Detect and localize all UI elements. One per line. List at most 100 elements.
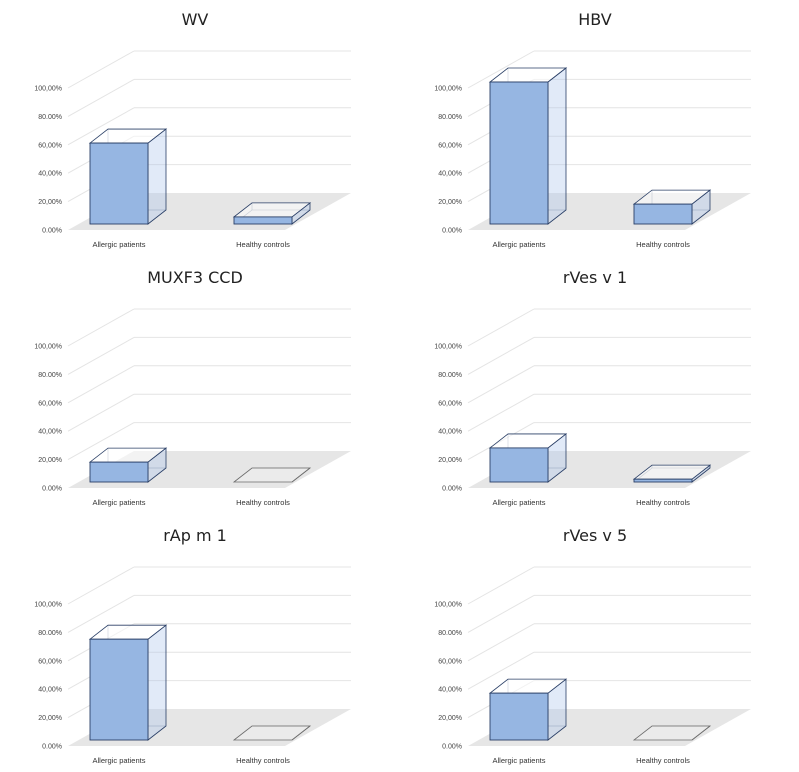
y-tick-label: 40,00% <box>438 429 462 436</box>
gridline-side <box>467 651 535 690</box>
chart-plot: 0.00% 20,00% 40,00% 60,00% 80.00% 100,00% Alle… <box>34 308 351 507</box>
bar-top-face <box>632 725 712 741</box>
gridline-side <box>467 308 535 347</box>
chart-plot: 0.00% 20,00% 40,00% 60,00% 80.00% 100,00% Alle… <box>34 566 351 765</box>
bar <box>632 725 712 741</box>
chart-panel: rAp m 1 0.00% 20,00% 40,00% 60,00% 80.00% 100,… <box>0 516 390 768</box>
x-category-label: Healthy controls <box>636 756 690 765</box>
x-category-label: Healthy controls <box>236 498 290 507</box>
bar <box>232 202 312 225</box>
y-tick-label: 80.00% <box>38 114 62 121</box>
y-tick-label: 40,00% <box>38 687 62 694</box>
gridline-side <box>467 393 535 432</box>
bar <box>232 467 312 483</box>
y-tick-label: 20,00% <box>38 457 62 464</box>
x-category-label: Healthy controls <box>236 756 290 765</box>
y-tick-label: 60,00% <box>438 400 462 407</box>
gridline-side <box>67 336 135 375</box>
y-tick-label: 20,00% <box>438 457 462 464</box>
y-tick-label: 80.00% <box>438 630 462 637</box>
y-tick-label: 80.00% <box>38 372 62 379</box>
y-tick-label: 0.00% <box>42 228 62 235</box>
chart-panel: WV 0.00% 20,00% 40,00% 60,00% 80.00% 100,00% Al… <box>0 0 390 252</box>
y-tick-label: 20,00% <box>38 715 62 722</box>
y-tick-label: 80.00% <box>438 372 462 379</box>
chart-title: rVes v 1 <box>562 268 628 287</box>
chart-plot: 0.00% 20,00% 40,00% 60,00% 80.00% 100,00% Alle… <box>434 50 751 249</box>
y-tick-label: 40,00% <box>38 429 62 436</box>
bar-front-face <box>89 461 149 483</box>
y-tick-label: 0.00% <box>442 744 462 751</box>
y-tick-label: 0.00% <box>442 486 462 493</box>
y-tick-label: 100,00% <box>434 86 462 93</box>
y-tick-label: 100,00% <box>34 602 62 609</box>
y-tick-label: 80.00% <box>38 630 62 637</box>
chart-title: WV <box>181 10 209 29</box>
gridline-side <box>67 365 135 404</box>
bar-side-face <box>147 624 167 741</box>
y-tick-label: 40,00% <box>438 171 462 178</box>
gridline-side <box>467 50 535 89</box>
gridline-side <box>467 336 535 375</box>
x-category-label: Allergic patients <box>493 756 546 765</box>
y-tick-label: 80.00% <box>438 114 462 121</box>
y-tick-label: 100,00% <box>434 602 462 609</box>
gridline-side <box>67 594 135 633</box>
chart-plot: 0.00% 20,00% 40,00% 60,00% 80.00% 100,00% Alle… <box>34 50 351 249</box>
bar <box>488 433 568 483</box>
bar-side-face <box>147 128 167 225</box>
x-category-label: Allergic patients <box>493 498 546 507</box>
bar-front-face <box>633 478 693 483</box>
y-tick-label: 40,00% <box>38 171 62 178</box>
bar <box>88 624 168 741</box>
bar <box>88 447 168 483</box>
y-tick-label: 0.00% <box>42 486 62 493</box>
gridline-side <box>67 107 135 146</box>
y-tick-label: 60,00% <box>38 658 62 665</box>
chart-panel: rVes v 5 0.00% 20,00% 40,00% 60,00% 80.00% 100… <box>400 516 790 768</box>
bar-front-face <box>233 216 293 225</box>
gridline-side <box>67 566 135 605</box>
bar-front-face <box>489 81 549 225</box>
bar <box>632 464 712 483</box>
bar-front-face <box>89 638 149 741</box>
chart-panel: rVes v 1 0.00% 20,00% 40,00% 60,00% 80.00% 100… <box>400 258 790 510</box>
x-category-label: Healthy controls <box>636 498 690 507</box>
bar <box>232 725 312 741</box>
chart-title: rAp m 1 <box>163 526 227 545</box>
y-tick-label: 20,00% <box>438 199 462 206</box>
bar <box>488 67 568 225</box>
chart-title: MUXF3 CCD <box>147 268 243 287</box>
bar-side-face <box>547 67 567 225</box>
x-category-label: Healthy controls <box>236 240 290 249</box>
gridline-side <box>467 566 535 605</box>
x-category-label: Allergic patients <box>93 498 146 507</box>
y-tick-label: 100,00% <box>34 86 62 93</box>
gridline-side <box>67 422 135 461</box>
gridline-side <box>467 365 535 404</box>
y-tick-label: 100,00% <box>434 344 462 351</box>
gridline-side <box>67 393 135 432</box>
gridline-side <box>67 50 135 89</box>
x-category-label: Allergic patients <box>93 240 146 249</box>
bar-front-face <box>633 203 693 225</box>
bar-front-face <box>89 142 149 225</box>
gridline-side <box>467 623 535 662</box>
chart-panel: HBV 0.00% 20,00% 40,00% 60,00% 80.00% 100,00% A… <box>400 0 790 252</box>
bar-top-face <box>232 467 312 483</box>
gridline-side <box>67 308 135 347</box>
y-tick-label: 60,00% <box>38 142 62 149</box>
x-category-label: Healthy controls <box>636 240 690 249</box>
x-category-label: Allergic patients <box>93 756 146 765</box>
y-tick-label: 60,00% <box>438 142 462 149</box>
bar <box>88 128 168 225</box>
y-tick-label: 0.00% <box>442 228 462 235</box>
bar <box>632 189 712 225</box>
y-tick-label: 60,00% <box>438 658 462 665</box>
y-tick-label: 0.00% <box>42 744 62 751</box>
y-tick-label: 100,00% <box>34 344 62 351</box>
gridline-side <box>467 594 535 633</box>
y-tick-label: 40,00% <box>438 687 462 694</box>
chart-plot: 0.00% 20,00% 40,00% 60,00% 80.00% 100,00% Alle… <box>434 308 751 507</box>
